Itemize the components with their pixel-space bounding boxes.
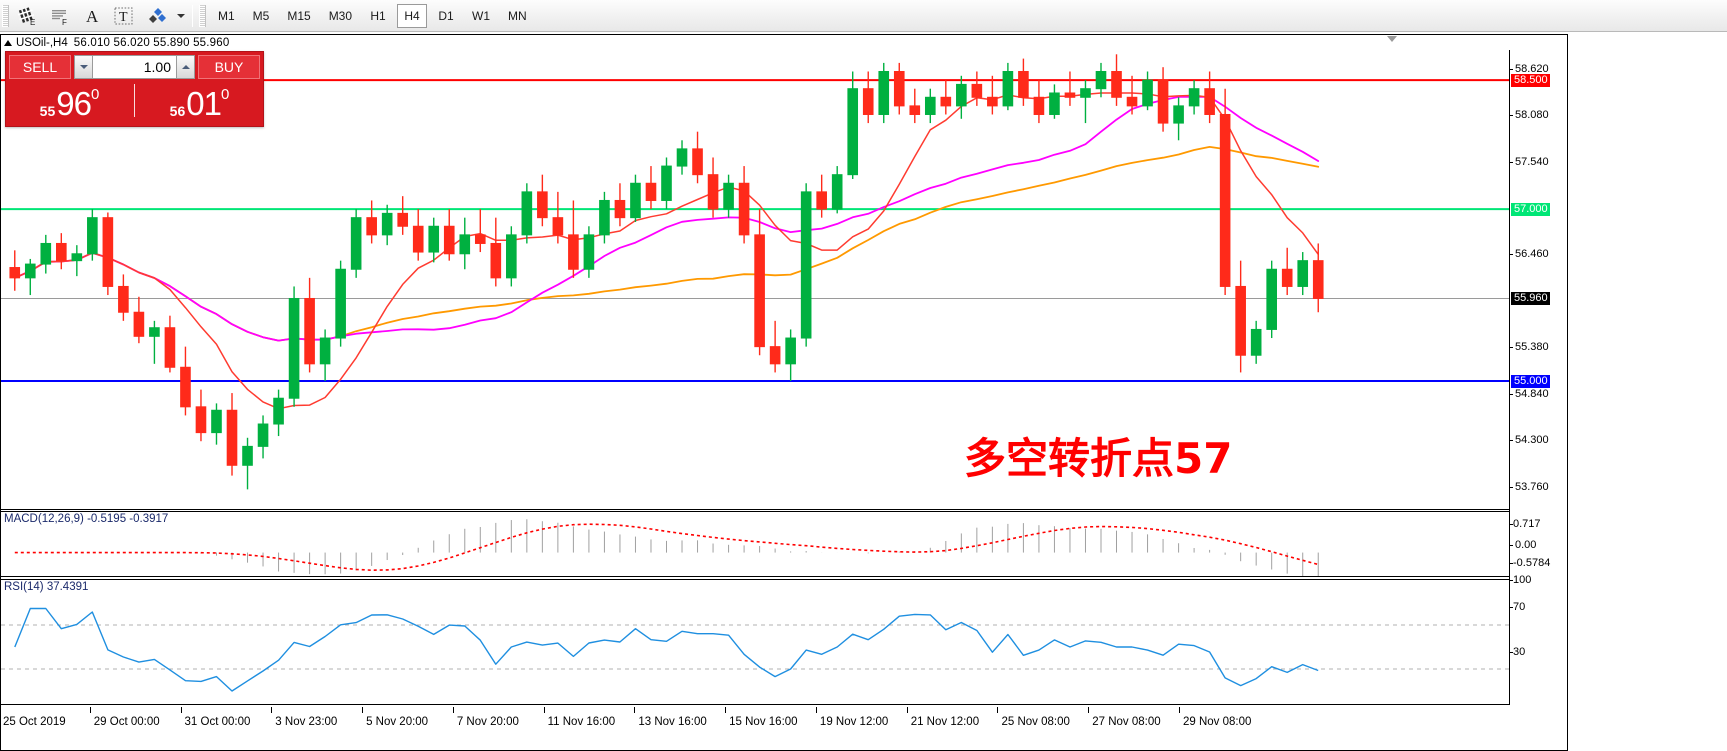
trade-panel-prices: 55 96 0 56 01 0	[6, 82, 263, 124]
time-axis-tick: 29 Oct 00:00	[89, 707, 160, 728]
price-axis-tick: 55.380	[1510, 341, 1549, 353]
text-label-icon[interactable]: A	[77, 3, 107, 29]
main-toolbar: E F A T	[0, 0, 1727, 32]
chevron-down-icon[interactable]	[177, 13, 185, 18]
timeframe-mn[interactable]: MN	[508, 8, 527, 23]
timeframe-h4[interactable]: H4	[397, 3, 428, 28]
indicators-list-icon[interactable]: F	[45, 3, 75, 29]
sell-price-fraction: 0	[90, 86, 100, 103]
buy-price-prefix: 56	[169, 103, 186, 119]
chevron-up-icon	[181, 65, 190, 69]
time-axis-tick: 11 Nov 16:00	[543, 707, 616, 728]
indicator-axis-tick: 70	[1510, 601, 1526, 613]
macd-chart-svg	[14, 519, 1319, 576]
time-axis-tick: 13 Nov 16:00	[634, 707, 707, 728]
volume-increment-button[interactable]	[176, 55, 195, 79]
svg-text:F: F	[62, 18, 67, 27]
indicator-axis-tick: -0.5784	[1510, 557, 1551, 569]
rsi-pane[interactable]: RSI(14) 37.4391	[1, 579, 1509, 705]
time-axis-tick: 7 Nov 20:00	[452, 707, 519, 728]
rsi-chart-svg	[1, 607, 1509, 692]
volume-input[interactable]: 1.00	[93, 55, 176, 79]
timeframe-d1[interactable]: D1	[438, 8, 454, 23]
time-axis-tick: 29 Nov 08:00	[1178, 707, 1252, 728]
price-axis-highlight-label: 58.500	[1511, 74, 1550, 88]
buy-price-main: 01	[186, 85, 222, 122]
time-axis-tick: 25 Nov 08:00	[997, 707, 1070, 728]
time-axis-tick: 5 Nov 20:00	[362, 707, 429, 728]
svg-text:A: A	[86, 7, 99, 26]
timeframe-h1[interactable]: H1	[370, 8, 386, 23]
timeframe-m15[interactable]: M15	[287, 8, 311, 23]
svg-text:T: T	[119, 10, 128, 25]
objects-dropdown[interactable]	[140, 3, 188, 29]
rsi-label: RSI(14) 37.4391	[4, 581, 89, 593]
chart-text-annotation[interactable]: 多空转折点57	[964, 434, 1233, 483]
time-axis-tick: 15 Nov 16:00	[725, 707, 798, 728]
price-axis-tick: 56.460	[1510, 248, 1549, 260]
timeframe-m1[interactable]: M1	[218, 8, 235, 23]
price-axis-highlight-label: 55.960	[1511, 292, 1550, 306]
expert-advisors-icon[interactable]: E	[13, 3, 43, 29]
sell-price-prefix: 55	[39, 103, 56, 119]
toolbar-separator	[192, 4, 193, 27]
trade-panel-controls: SELL 1.00 BUY	[6, 52, 263, 82]
buy-button[interactable]: BUY	[198, 55, 260, 79]
volume-stepper[interactable]: 1.00	[74, 55, 195, 79]
buy-price-display[interactable]: 56 01 0	[139, 82, 260, 121]
price-axis-tick: 58.620	[1510, 63, 1549, 75]
timeframe-m5[interactable]: M5	[252, 8, 270, 23]
toolbar-grip[interactable]	[2, 4, 9, 27]
price-axis-tick: 54.840	[1510, 388, 1549, 400]
indicator-axis-tick: 0.717	[1510, 518, 1541, 530]
objects-icon[interactable]	[144, 3, 174, 29]
chart-window: USOil-,H4 56.010 56.020 55.890 55.960 MA…	[0, 34, 1568, 751]
timeframe-w1[interactable]: W1	[472, 8, 491, 23]
timeframe-m30[interactable]: M30	[328, 8, 353, 23]
indicator-axis-tick: 100	[1510, 574, 1532, 586]
chart-ohlc-values: 56.010 56.020 55.890 55.960	[73, 36, 230, 49]
price-scale[interactable]: 58.620 58.080 57.540 56.460 55.380 54.840 54.3…	[1509, 50, 1567, 705]
chart-scroll-caret-icon[interactable]	[1387, 36, 1397, 42]
chevron-down-icon	[79, 65, 88, 69]
timeframe-grip[interactable]	[199, 4, 206, 27]
time-axis-tick: 31 Oct 00:00	[180, 707, 251, 728]
price-axis-tick: 57.540	[1510, 156, 1549, 168]
sell-price-main: 96	[56, 85, 92, 122]
time-axis-tick: 21 Nov 12:00	[906, 707, 980, 728]
price-axis-highlight-label: 57.000	[1511, 203, 1550, 217]
one-click-trading-panel[interactable]: SELL 1.00 BUY 55 96 0	[5, 51, 264, 127]
price-axis-tick: 54.300	[1510, 434, 1549, 446]
price-axis-highlight-label: 55.000	[1511, 375, 1550, 389]
sell-button[interactable]: SELL	[9, 55, 71, 79]
indicator-axis-tick: 0.00	[1510, 539, 1536, 551]
macd-label: MACD(12,26,9) -0.5195 -0.3917	[4, 513, 169, 525]
collapse-triangle-icon[interactable]	[4, 39, 12, 46]
time-axis-tick: 3 Nov 23:00	[271, 707, 338, 728]
macd-pane[interactable]: MACD(12,26,9) -0.5195 -0.3917	[1, 511, 1509, 577]
price-axis-tick: 53.760	[1510, 481, 1549, 493]
indicator-axis-tick: 30	[1510, 646, 1526, 658]
trade-panel-divider	[134, 84, 135, 117]
time-axis-tick: 27 Nov 08:00	[1088, 707, 1161, 728]
time-axis-tick: 25 Oct 2019	[0, 707, 66, 728]
sell-price-display[interactable]: 55 96 0	[9, 82, 130, 121]
text-box-icon[interactable]: T	[109, 3, 139, 29]
time-axis-tick: 19 Nov 12:00	[815, 707, 889, 728]
price-chart-svg	[1, 54, 1509, 490]
chart-symbol-header: USOil-,H4 56.010 56.020 55.890 55.960	[1, 35, 1567, 50]
time-axis[interactable]: 25 Oct 2019 29 Oct 00:00 31 Oct 00:00 3 Nov…	[0, 705, 1509, 750]
svg-text:E: E	[30, 18, 35, 27]
buy-price-fraction: 0	[220, 86, 230, 103]
price-axis-tick: 58.080	[1510, 109, 1549, 121]
volume-decrement-button[interactable]	[74, 55, 93, 79]
price-chart-pane[interactable]	[1, 50, 1509, 510]
chart-symbol-label: USOil-,H4	[16, 36, 68, 49]
